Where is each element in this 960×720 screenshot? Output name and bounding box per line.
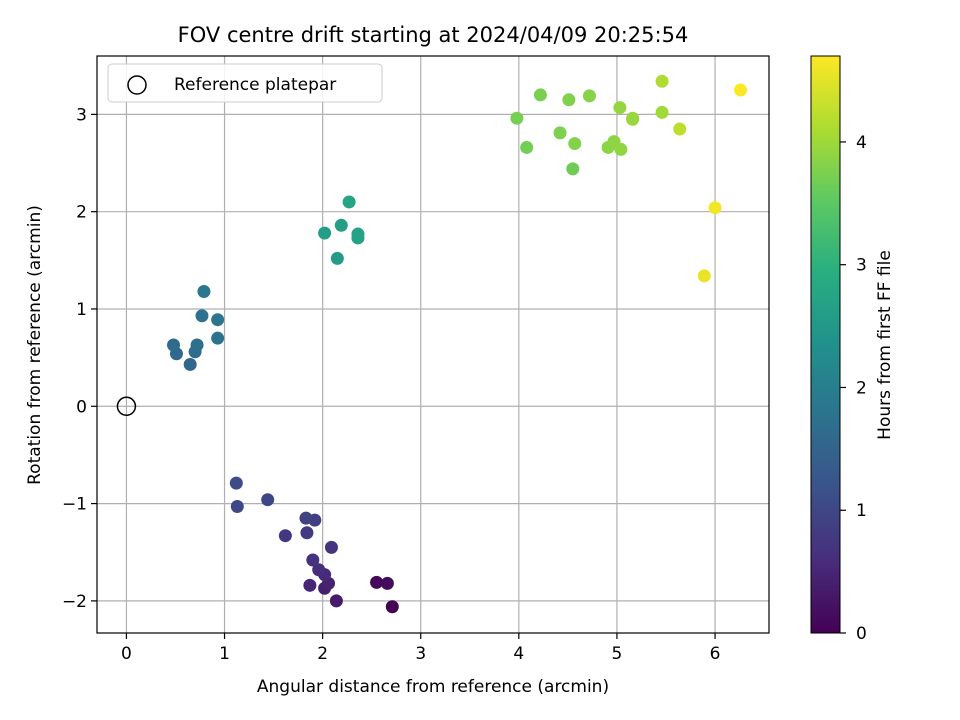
scatter-point — [568, 137, 582, 151]
scatter-point — [582, 89, 596, 103]
scatter-point — [167, 338, 181, 352]
scatter-point — [520, 140, 534, 154]
colorbar-tick-label: 2 — [856, 378, 867, 398]
reference-platepar-marker — [116, 396, 137, 417]
scatter-point — [613, 101, 627, 115]
scatter-point — [197, 284, 211, 298]
colorbar-tick-label: 0 — [856, 624, 867, 644]
plot-frame — [96, 55, 770, 634]
y-tick-label: −1 — [62, 495, 87, 515]
scatter-point — [329, 594, 343, 608]
scatter-point — [380, 576, 394, 590]
scatter-point — [303, 578, 317, 592]
x-tick-label: 2 — [317, 644, 328, 664]
scatter-point — [614, 142, 628, 156]
chart-title: FOV centre drift starting at 2024/04/09 … — [178, 23, 689, 47]
scatter-point — [655, 105, 669, 119]
y-tick-label: 3 — [76, 105, 87, 125]
scatter-point — [330, 251, 344, 265]
scatter-point — [230, 500, 244, 514]
scatter-point — [300, 526, 314, 540]
colorbar: 0 1 2 3 4 Hours from first FF file — [810, 55, 895, 644]
x-tick-label: 4 — [513, 644, 524, 664]
legend-label: Reference platepar — [174, 75, 336, 95]
colorbar-tick-label: 1 — [856, 501, 867, 521]
plot-area: 0 1 2 3 4 5 6 −2 −1 0 1 2 3 — [62, 55, 770, 664]
y-tick-label: 0 — [76, 397, 87, 417]
plot-background — [97, 56, 769, 633]
scatter-point — [229, 476, 243, 490]
scatter-point — [306, 553, 320, 567]
colorbar-gradient — [810, 55, 841, 634]
legend-open-circle-icon — [127, 75, 147, 95]
scatter-point — [334, 218, 348, 232]
colorbar-ticks: 0 1 2 3 4 — [840, 133, 867, 644]
legend: Reference platepar — [107, 63, 383, 103]
scatter-point — [697, 269, 711, 283]
scatter-point — [533, 88, 547, 102]
scatter-point — [324, 540, 338, 554]
colorbar-tick-label: 4 — [856, 133, 867, 153]
scatter-point — [261, 493, 275, 507]
grid-lines — [97, 56, 769, 633]
x-tick-label: 3 — [415, 644, 426, 664]
x-tick-label: 0 — [121, 644, 132, 664]
scatter-point — [562, 93, 576, 107]
x-axis-label: Angular distance from reference (arcmin) — [257, 677, 609, 697]
scatter-point — [673, 122, 687, 136]
scatter-point — [510, 111, 524, 125]
scatter-point — [553, 126, 567, 140]
x-tick-label: 6 — [710, 644, 721, 664]
colorbar-tick-label: 3 — [856, 256, 867, 276]
data-points — [167, 74, 748, 614]
scatter-point — [351, 227, 365, 241]
scatter-point — [566, 162, 580, 176]
y-tick-label: 1 — [76, 300, 87, 320]
y-tick-label: 2 — [76, 203, 87, 223]
y-axis-label: Rotation from reference (arcmin) — [25, 205, 45, 485]
colorbar-label: Hours from first FF file — [875, 250, 895, 440]
scatter-point — [342, 195, 356, 209]
scatter-point — [312, 563, 326, 577]
scatter-point — [190, 338, 204, 352]
scatter-point — [318, 226, 332, 240]
scatter-point — [183, 357, 197, 371]
scatter-point — [708, 201, 722, 215]
scatter-point — [211, 313, 225, 327]
scatter-point — [299, 511, 313, 525]
scatter-point — [370, 575, 384, 589]
scatter-point — [278, 529, 292, 543]
scatter-point — [626, 111, 640, 125]
x-tick-label: 5 — [612, 644, 623, 664]
y-tick-label: −2 — [62, 592, 87, 612]
legend-box — [107, 63, 383, 103]
scatter-point — [655, 74, 669, 88]
axis-ticks: 0 1 2 3 4 5 6 −2 −1 0 1 2 3 — [62, 105, 721, 664]
scatter-point — [211, 331, 225, 345]
x-tick-label: 1 — [219, 644, 230, 664]
scatter-point — [385, 600, 399, 614]
scatter-point — [195, 309, 209, 323]
scatter-point — [734, 83, 748, 97]
